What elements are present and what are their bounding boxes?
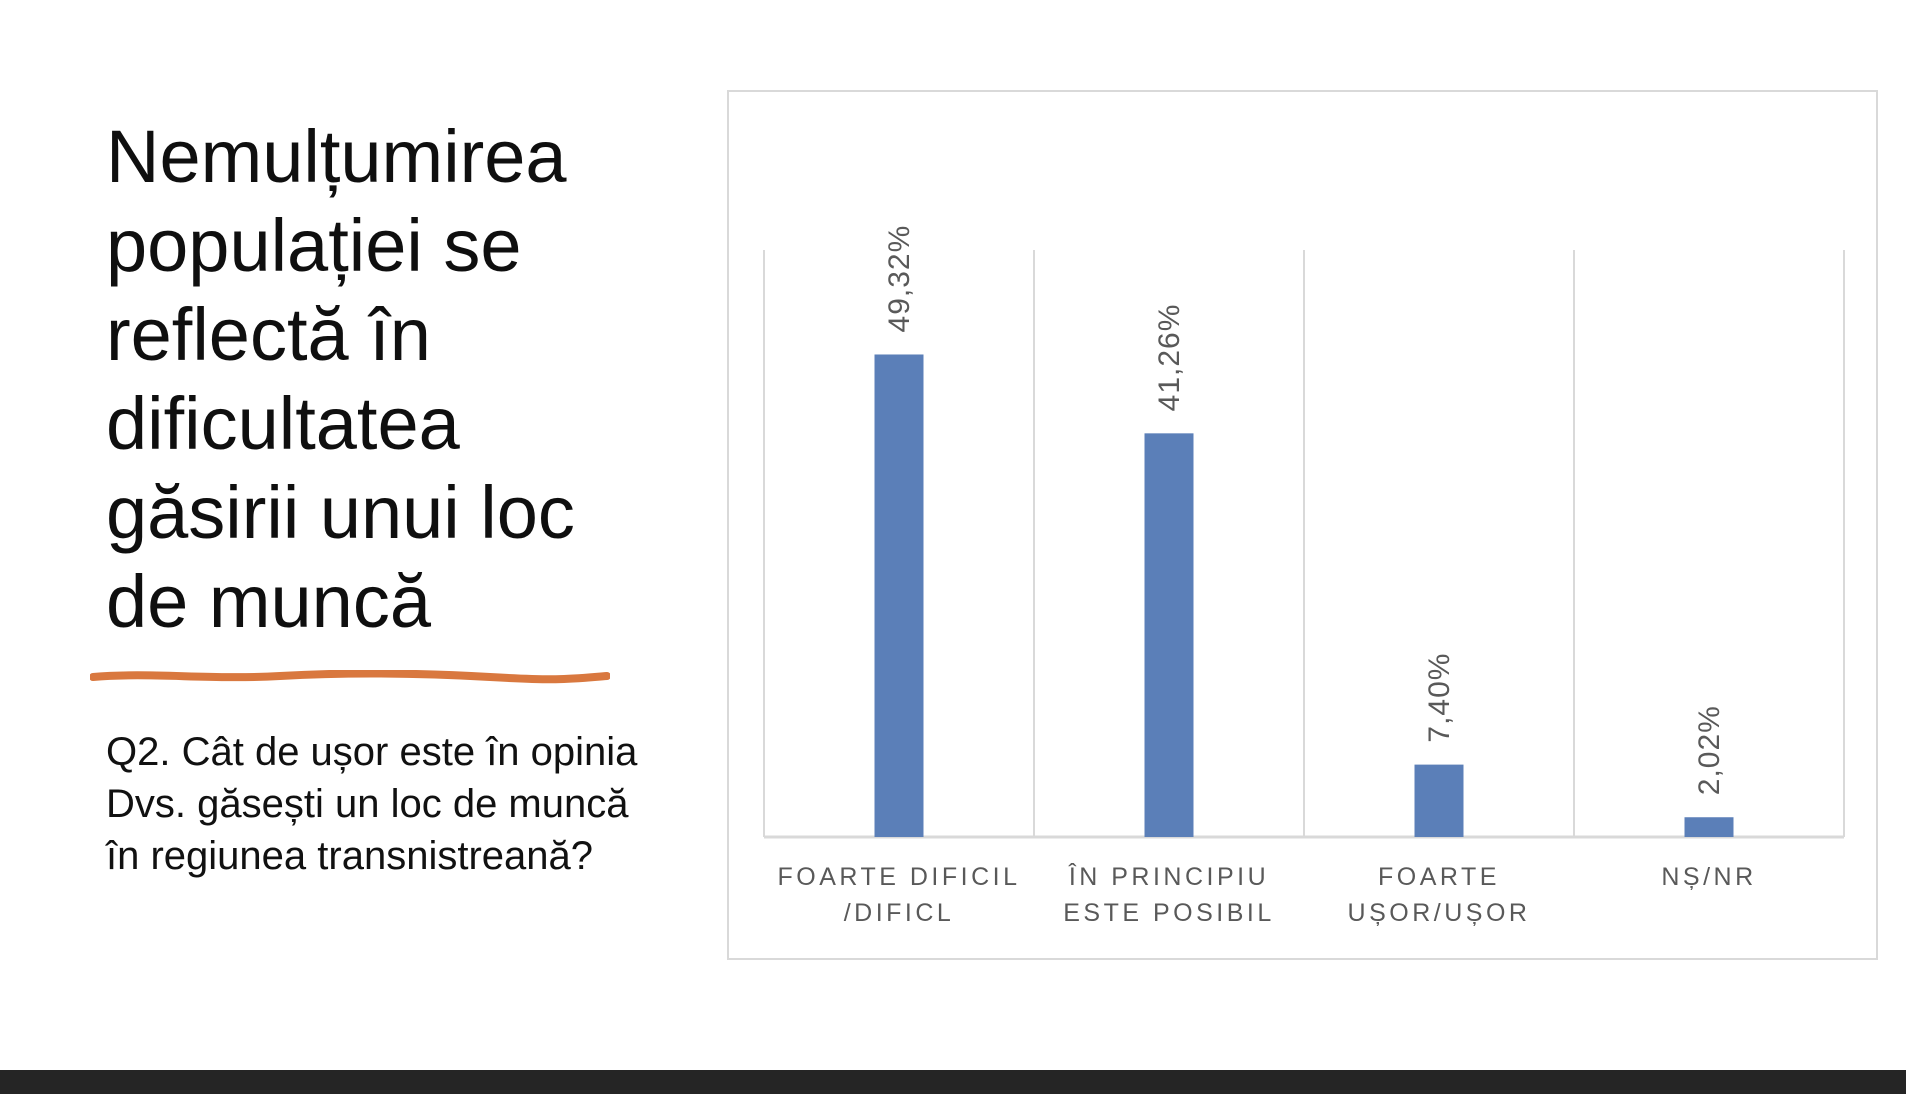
category-label: ÎN PRINCIPIU ESTE POSIBIL: [1063, 863, 1275, 927]
chart-frame: 49,32% 41,26% 7,40% 2,02% FOARTE DIFICIL /D…: [727, 90, 1878, 960]
slide-title: Nemulțumirea populației se reflectă în d…: [106, 115, 575, 643]
category-label: FOARTE UȘOR/UȘOR: [1347, 863, 1531, 927]
accent-underline: [90, 670, 610, 684]
category-label: FOARTE DIFICIL /DIFICL: [777, 863, 1021, 927]
bar: [1414, 764, 1464, 837]
data-label: 41,26%: [1153, 304, 1186, 412]
slide: Nemulțumirea populației se reflectă în d…: [90, 90, 1878, 960]
survey-question: Q2. Cât de ușor este în opinia Dvs. găse…: [106, 730, 638, 878]
bar-chart: 49,32% 41,26% 7,40% 2,02%: [763, 225, 1845, 839]
bottom-bar: [0, 1070, 1906, 1094]
bar: [874, 354, 924, 837]
data-label: 2,02%: [1693, 705, 1726, 795]
data-label: 49,32%: [883, 225, 916, 333]
bar: [1144, 433, 1194, 837]
category-label: NȘ/NR: [1661, 863, 1757, 891]
data-label: 7,40%: [1423, 653, 1456, 743]
bar: [1684, 817, 1734, 837]
